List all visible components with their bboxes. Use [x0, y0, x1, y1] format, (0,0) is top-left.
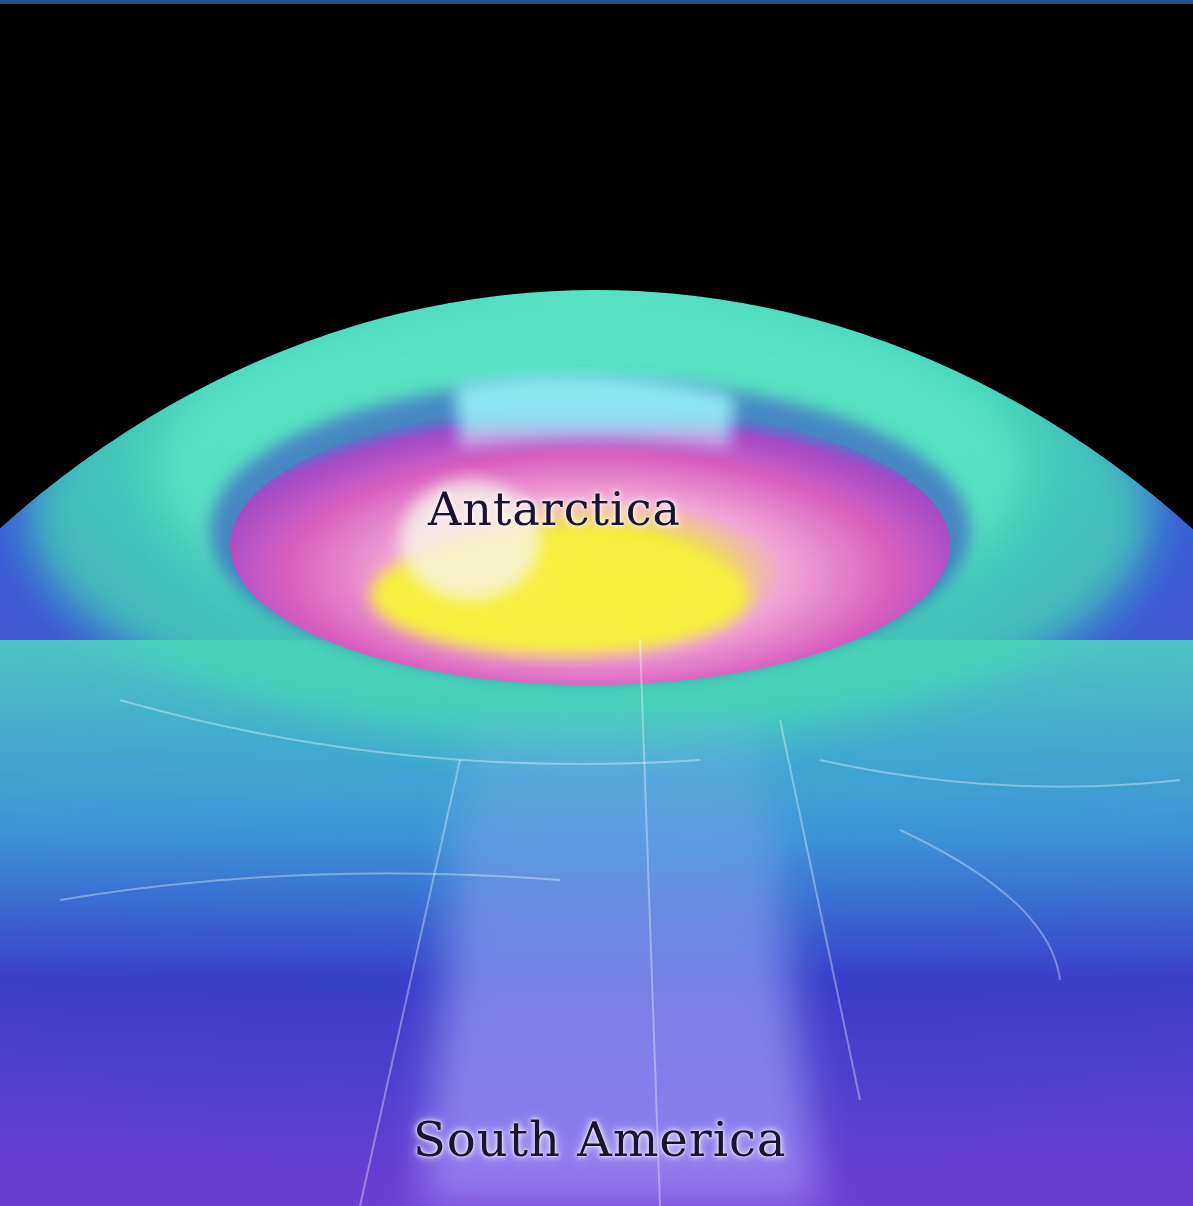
label-south-america: South America	[413, 1112, 787, 1168]
label-antarctica: Antarctica	[428, 482, 681, 536]
